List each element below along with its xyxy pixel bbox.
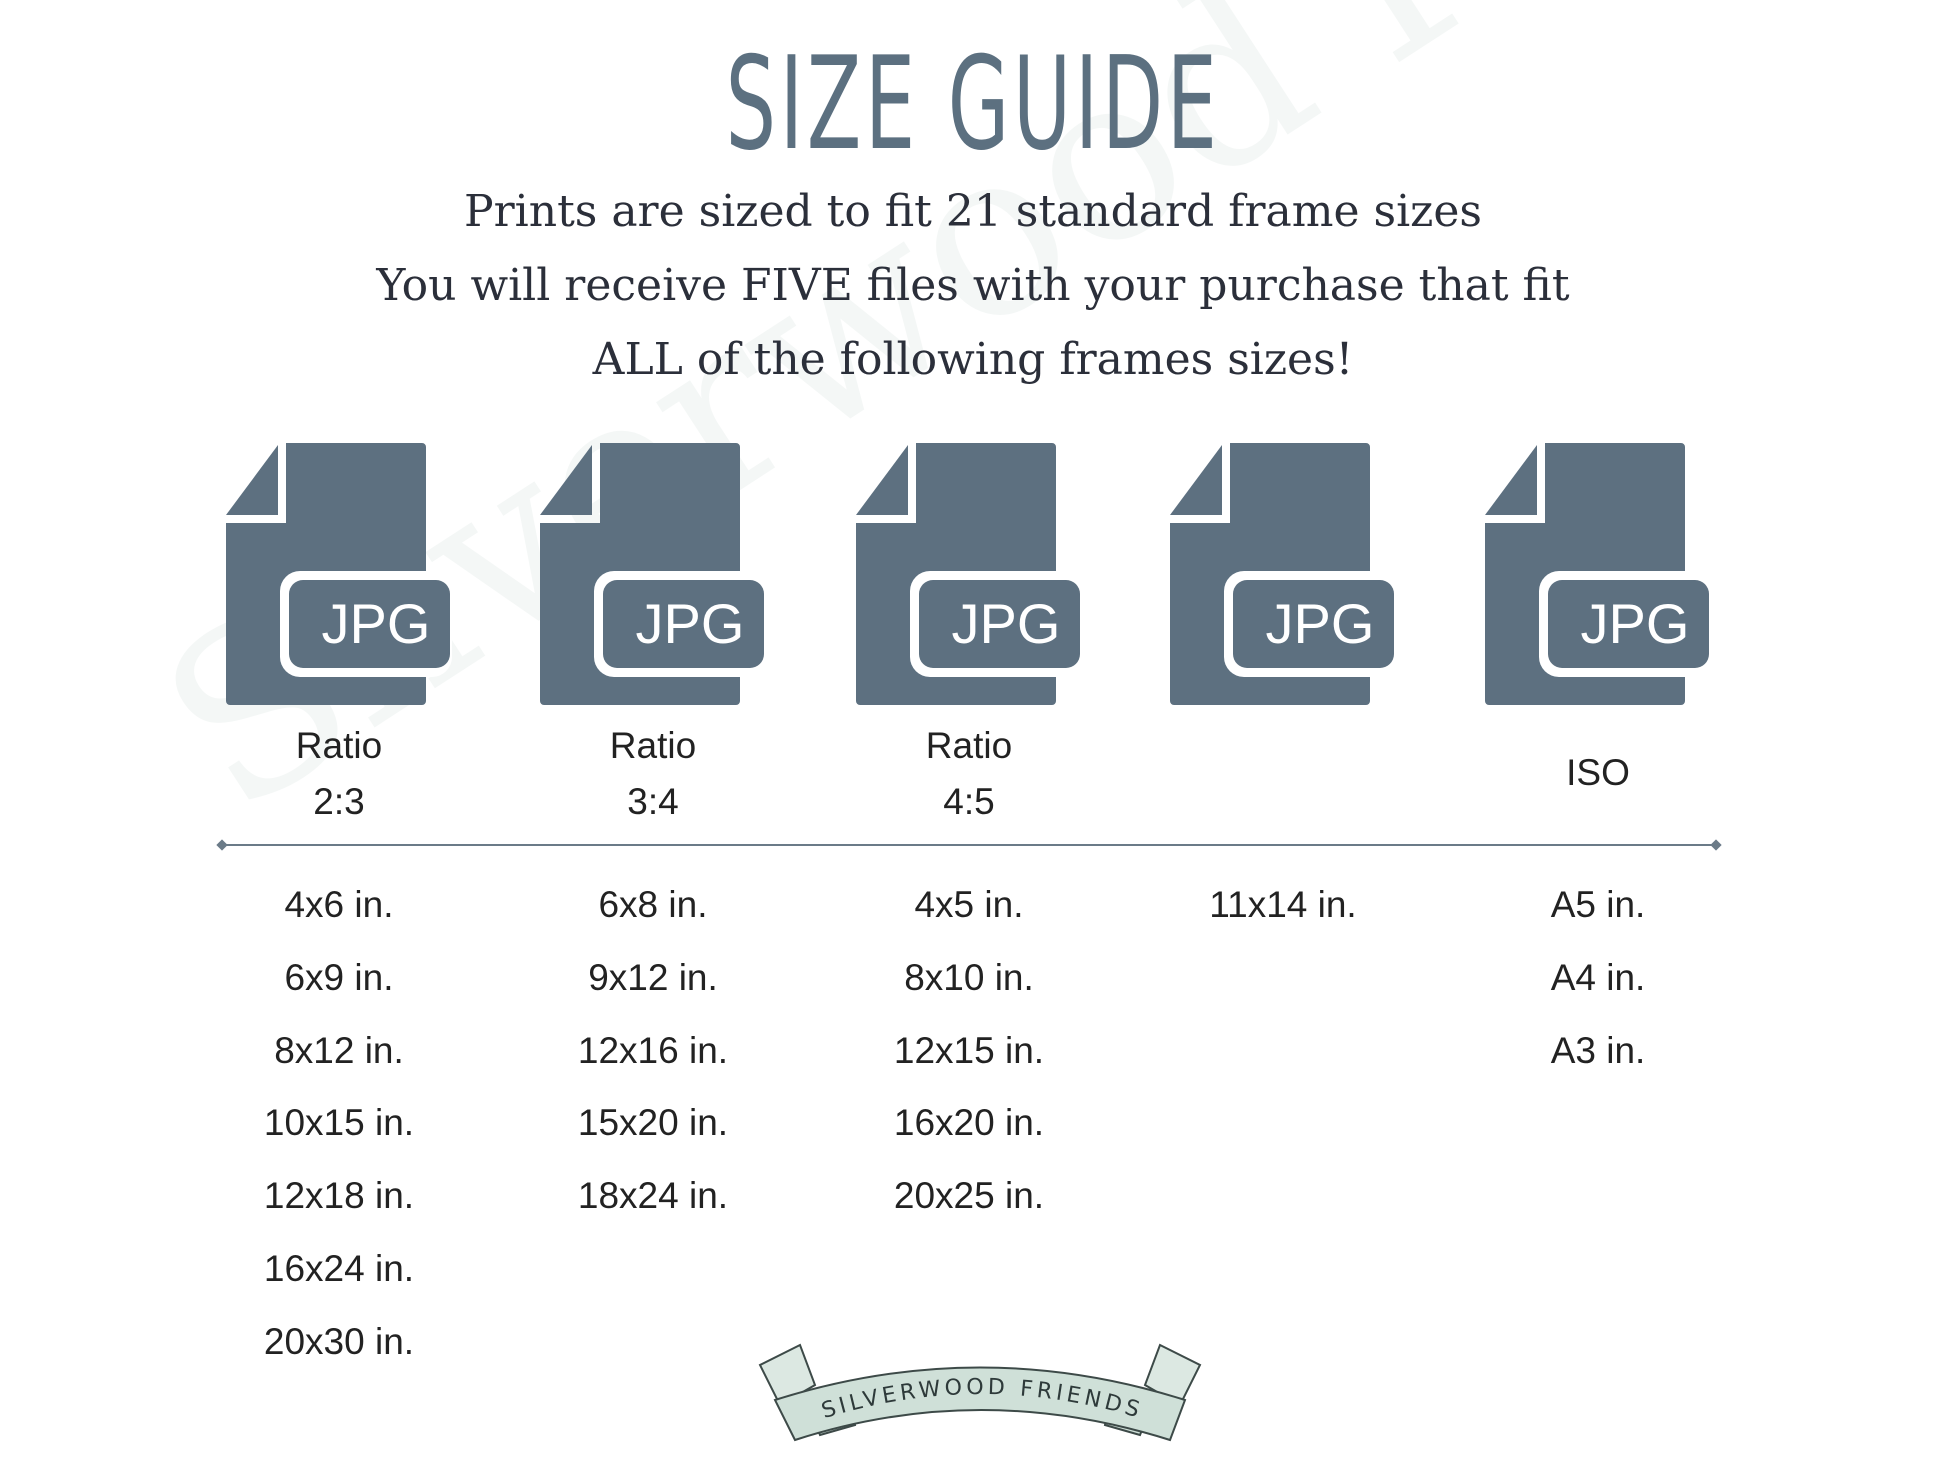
divider-line bbox=[222, 844, 1716, 846]
jpg-file-icon: JPG bbox=[856, 443, 1082, 705]
frame-size: 20x25 in. bbox=[893, 1175, 1045, 1217]
divider-end-right bbox=[1710, 839, 1722, 851]
silverwood-friends-logo: SILVERWOOD FRIENDS bbox=[758, 1343, 1202, 1442]
frame-size: 18x24 in. bbox=[577, 1175, 729, 1217]
frame-size: 4x5 in. bbox=[914, 884, 1024, 925]
iso-label: ISO bbox=[1566, 752, 1630, 793]
frame-size: A4 in. bbox=[1550, 956, 1646, 998]
frame-size: 11x14 in. bbox=[1209, 884, 1357, 925]
ratio-value: 4:5 bbox=[943, 781, 995, 822]
ratio-value: 3:4 bbox=[627, 781, 679, 822]
frame-size: A5 in. bbox=[1550, 884, 1646, 925]
frame-size: 4x6 in. bbox=[284, 884, 394, 925]
subtitle-line-2: You will receive FIVE files with your pu… bbox=[376, 260, 1570, 311]
svg-text:JPG: JPG bbox=[1581, 592, 1690, 655]
jpg-file-icon: JPG bbox=[226, 443, 452, 705]
ratio-label: Ratio bbox=[609, 725, 697, 766]
frame-size: 8x10 in. bbox=[904, 956, 1034, 998]
frame-size: 12x18 in. bbox=[263, 1175, 415, 1217]
frame-size: 9x12 in. bbox=[588, 956, 718, 998]
subtitle-line-1: Prints are sized to fit 21 standard fram… bbox=[464, 186, 1482, 237]
frame-size: A3 in. bbox=[1550, 1029, 1646, 1071]
page-title: SIZE GUIDE bbox=[725, 30, 1221, 179]
frame-size: 10x15 in. bbox=[263, 1102, 415, 1144]
svg-text:JPG: JPG bbox=[952, 592, 1061, 655]
jpg-file-icon: JPG bbox=[540, 443, 766, 705]
frame-size: 12x15 in. bbox=[893, 1029, 1045, 1071]
frame-size: 6x9 in. bbox=[284, 956, 394, 998]
frame-size: 20x30 in. bbox=[263, 1320, 415, 1362]
frame-size: 6x8 in. bbox=[598, 884, 708, 925]
svg-text:JPG: JPG bbox=[1266, 592, 1375, 655]
frame-size: 15x20 in. bbox=[577, 1102, 729, 1144]
frame-size: 16x20 in. bbox=[893, 1102, 1045, 1144]
ratio-label: Ratio bbox=[295, 725, 383, 766]
jpg-file-icon: JPG bbox=[1170, 443, 1396, 705]
frame-size: 12x16 in. bbox=[577, 1029, 729, 1071]
ratio-value: 2:3 bbox=[313, 781, 365, 822]
svg-text:JPG: JPG bbox=[636, 592, 745, 655]
ratio-label: Ratio bbox=[925, 725, 1013, 766]
frame-size: 8x12 in. bbox=[274, 1029, 404, 1071]
frame-size: 16x24 in. bbox=[263, 1248, 415, 1289]
svg-text:JPG: JPG bbox=[322, 592, 431, 655]
jpg-file-icon: JPG bbox=[1485, 443, 1711, 705]
subtitle-line-3: ALL of the following frames sizes! bbox=[592, 334, 1354, 385]
divider-end-left bbox=[216, 839, 228, 851]
